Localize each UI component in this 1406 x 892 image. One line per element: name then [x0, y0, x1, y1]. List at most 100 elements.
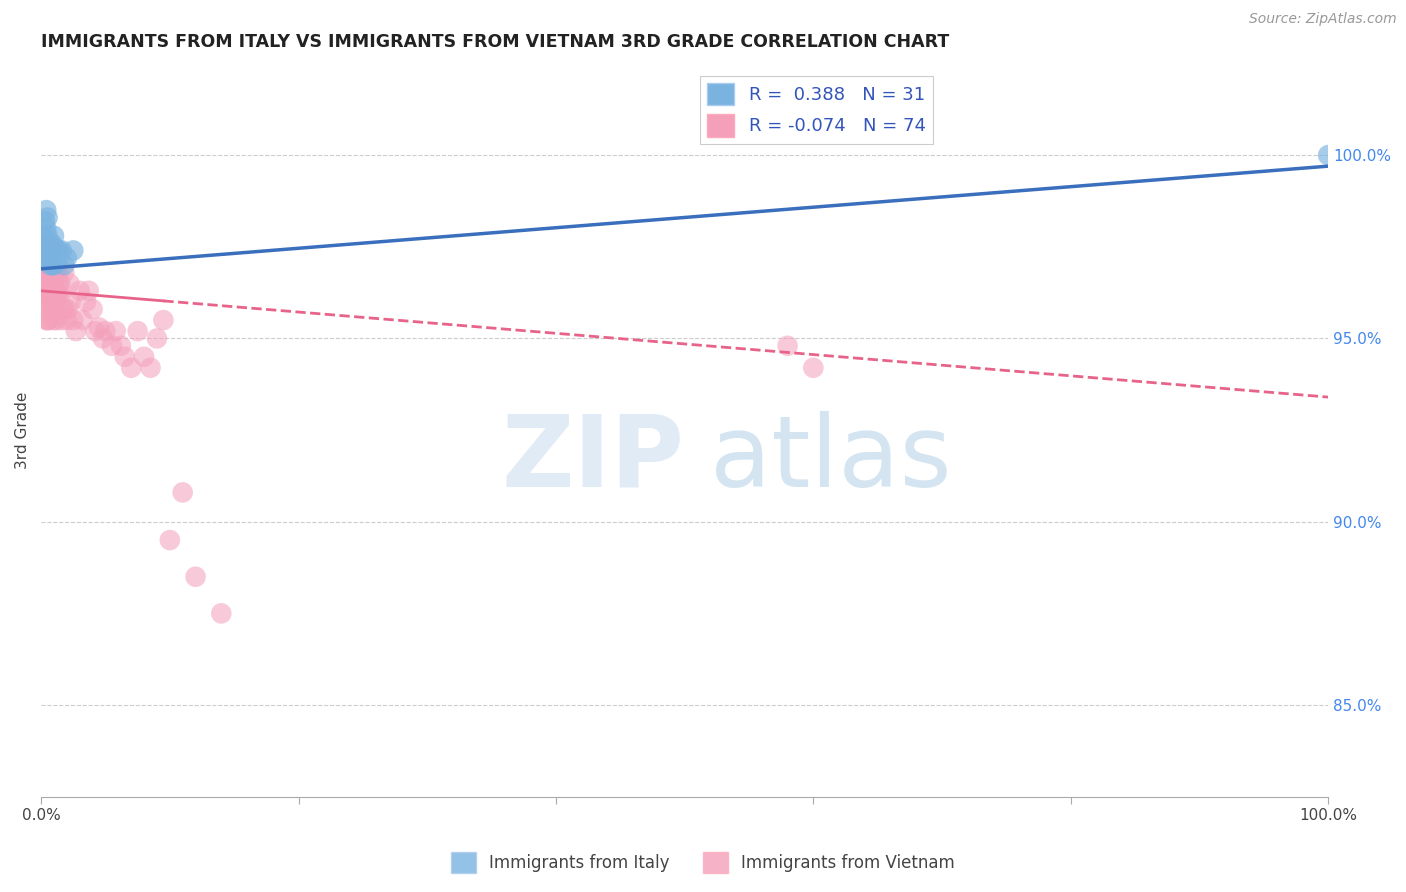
Text: Source: ZipAtlas.com: Source: ZipAtlas.com	[1249, 12, 1396, 26]
Point	[48, 277, 70, 291]
Point	[37, 313, 59, 327]
Point	[34, 214, 56, 228]
Point	[34, 240, 56, 254]
Point	[49, 277, 72, 291]
Point	[41, 251, 63, 265]
Point	[77, 284, 100, 298]
Point	[35, 313, 58, 327]
Point	[45, 244, 67, 258]
Point	[41, 240, 63, 254]
Point	[37, 228, 59, 243]
Point	[1317, 148, 1340, 162]
Point	[35, 236, 58, 251]
Point	[209, 607, 232, 621]
Point	[159, 533, 181, 547]
Point	[38, 313, 60, 327]
Point	[84, 324, 107, 338]
Point	[110, 339, 132, 353]
Point	[65, 324, 87, 338]
Point	[58, 277, 80, 291]
Point	[42, 228, 65, 243]
Point	[42, 240, 65, 254]
Point	[32, 228, 55, 243]
Point	[44, 302, 66, 317]
Point	[37, 287, 59, 301]
Point	[41, 302, 63, 317]
Point	[152, 313, 174, 327]
Point	[52, 302, 75, 317]
Point	[41, 244, 63, 258]
Point	[75, 294, 97, 309]
Point	[56, 313, 79, 327]
Point	[31, 251, 53, 265]
Point	[91, 331, 114, 345]
Point	[35, 294, 58, 309]
Point	[38, 240, 60, 254]
Point	[42, 313, 65, 327]
Point	[39, 258, 62, 272]
Point	[38, 284, 60, 298]
Point	[51, 313, 73, 327]
Point	[55, 302, 77, 317]
Point	[72, 313, 94, 327]
Point	[35, 277, 58, 291]
Point	[101, 339, 124, 353]
Point	[56, 251, 79, 265]
Point	[53, 265, 76, 279]
Point	[46, 265, 69, 279]
Point	[42, 277, 65, 291]
Point	[34, 240, 56, 254]
Point	[62, 244, 84, 258]
Point	[48, 244, 70, 258]
Point	[49, 287, 72, 301]
Legend: R =  0.388   N = 31, R = -0.074   N = 74: R = 0.388 N = 31, R = -0.074 N = 74	[700, 76, 934, 144]
Point	[35, 221, 58, 235]
Point	[41, 277, 63, 291]
Point	[139, 360, 162, 375]
Point	[38, 251, 60, 265]
Point	[45, 287, 67, 301]
Point	[37, 244, 59, 258]
Point	[132, 350, 155, 364]
Point	[37, 240, 59, 254]
Point	[82, 302, 104, 317]
Point	[59, 294, 82, 309]
Point	[44, 284, 66, 298]
Point	[104, 324, 127, 338]
Point	[32, 294, 55, 309]
Point	[776, 339, 799, 353]
Point	[38, 251, 60, 265]
Point	[44, 251, 66, 265]
Point	[39, 240, 62, 254]
Point	[46, 287, 69, 301]
Point	[32, 258, 55, 272]
Point	[41, 251, 63, 265]
Text: IMMIGRANTS FROM ITALY VS IMMIGRANTS FROM VIETNAM 3RD GRADE CORRELATION CHART: IMMIGRANTS FROM ITALY VS IMMIGRANTS FROM…	[41, 33, 949, 51]
Text: atlas: atlas	[710, 411, 952, 508]
Point	[42, 287, 65, 301]
Point	[44, 265, 66, 279]
Point	[51, 244, 73, 258]
Point	[69, 284, 91, 298]
Point	[53, 258, 76, 272]
Point	[34, 302, 56, 317]
Point	[41, 236, 63, 251]
Point	[35, 203, 58, 218]
Point	[46, 254, 69, 268]
Point	[56, 302, 79, 317]
Point	[39, 287, 62, 301]
Point	[801, 360, 824, 375]
Point	[114, 350, 136, 364]
Point	[87, 320, 110, 334]
Point	[41, 265, 63, 279]
Point	[146, 331, 169, 345]
Point	[34, 265, 56, 279]
Point	[127, 324, 149, 338]
Y-axis label: 3rd Grade: 3rd Grade	[15, 392, 30, 469]
Point	[42, 258, 65, 272]
Text: ZIP: ZIP	[502, 411, 685, 508]
Point	[39, 265, 62, 279]
Legend: Immigrants from Italy, Immigrants from Vietnam: Immigrants from Italy, Immigrants from V…	[444, 846, 962, 880]
Point	[172, 485, 194, 500]
Point	[37, 265, 59, 279]
